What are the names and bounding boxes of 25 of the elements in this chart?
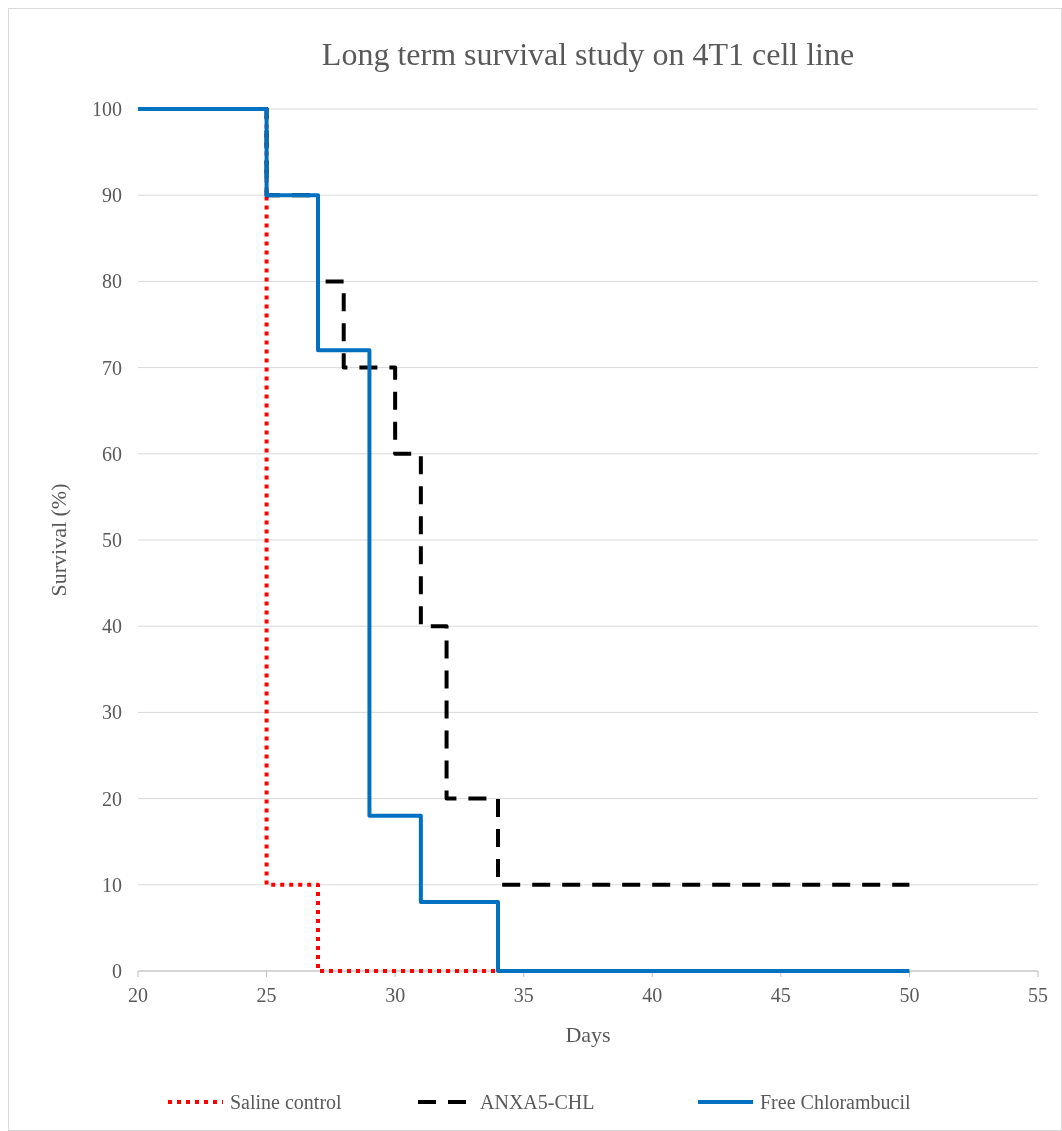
y-tick-label: 90 bbox=[102, 184, 122, 207]
x-tick-label: 55 bbox=[1028, 984, 1048, 1006]
y-tick-label: 100 bbox=[92, 98, 122, 120]
y-tick-label: 60 bbox=[102, 442, 122, 465]
y-tick-label: 80 bbox=[102, 270, 122, 293]
x-tick-label: 30 bbox=[385, 984, 406, 1006]
y-tick-label: 10 bbox=[102, 873, 122, 896]
y-tick-label: 20 bbox=[102, 787, 122, 810]
legend-label: Saline control bbox=[230, 1091, 343, 1113]
x-tick-label: 50 bbox=[899, 984, 920, 1006]
y-tick-label: 50 bbox=[102, 529, 122, 551]
x-tick-label: 25 bbox=[256, 984, 277, 1006]
y-tick-label: 70 bbox=[102, 356, 122, 379]
y-tick-label: 40 bbox=[102, 615, 122, 638]
y-axis-title: Survival (%) bbox=[46, 483, 71, 597]
x-tick-label: 45 bbox=[770, 984, 791, 1006]
legend-label: Free Chlorambucil bbox=[760, 1091, 911, 1113]
y-tick-label: 30 bbox=[102, 701, 122, 724]
x-axis-title: Days bbox=[565, 1022, 611, 1047]
x-tick-label: 20 bbox=[128, 984, 148, 1006]
x-tick-label: 40 bbox=[642, 984, 663, 1006]
chart-title: Long term survival study on 4T1 cell line bbox=[321, 36, 855, 72]
y-tick-label: 0 bbox=[112, 960, 122, 982]
legend-label: ANXA5-CHL bbox=[480, 1091, 595, 1113]
x-tick-label: 35 bbox=[513, 984, 534, 1006]
